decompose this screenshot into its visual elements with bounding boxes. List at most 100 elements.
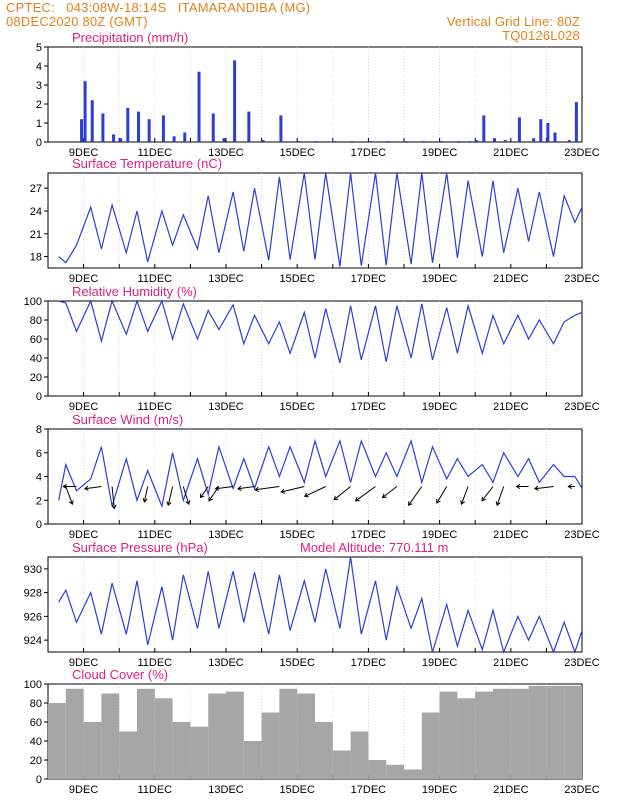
- wind-y-tick-label: 0: [36, 519, 42, 531]
- wind-arrow-shaft: [333, 486, 351, 501]
- wind-x-tick-label: 19DEC: [422, 529, 458, 541]
- vertical-grid-label: Vertical Grid Line: 80Z: [446, 14, 580, 29]
- wind-arrow-shaft: [111, 486, 115, 509]
- cloud-y-tick-label: 100: [24, 679, 42, 691]
- wind-arrow-shaft: [355, 486, 376, 502]
- cloud-bar: [493, 688, 511, 779]
- precip-y-tick-label: 4: [36, 61, 42, 73]
- humidity-y-tick-label: 80: [30, 315, 42, 327]
- humidity-x-tick-label: 19DEC: [422, 401, 458, 413]
- precip-bar: [404, 141, 407, 142]
- pressure-x-tick-label: 11DEC: [137, 657, 172, 669]
- precip-bar: [468, 141, 472, 142]
- humidity-frame: [47, 300, 583, 397]
- precip-bar: [539, 119, 543, 142]
- precip-bar: [517, 117, 521, 142]
- cloud-bar: [386, 764, 404, 779]
- wind-arrow-shaft: [408, 486, 423, 506]
- wind-arrow-shaft: [534, 486, 554, 490]
- wind-arrow-head: [303, 492, 309, 498]
- wind-x-tick-label: 15DEC: [279, 529, 315, 541]
- cloud-bar: [279, 688, 298, 779]
- cloud-bar: [119, 731, 137, 779]
- wind-arrow-head: [381, 493, 387, 499]
- wind-x-tick-label: 23DEC: [564, 529, 600, 541]
- cloud-bar: [208, 693, 226, 779]
- wind-arrow-head: [237, 485, 242, 491]
- pressure-x-tick-label: 9DEC: [69, 657, 98, 669]
- humidity-y-tick-label: 0: [36, 391, 42, 403]
- precip-bar: [297, 141, 301, 142]
- humidity-x-tick-label: 23DEC: [564, 401, 600, 413]
- cloud-bar: [137, 688, 155, 779]
- precip-x-tick-label: 17DEC: [351, 147, 387, 159]
- wind-arrow-shaft: [255, 486, 280, 491]
- cloud-bar: [48, 703, 66, 779]
- temp-frame: [47, 172, 583, 269]
- cloud-title: Cloud Cover (%): [72, 667, 168, 682]
- precip-x-tick-label: 19DEC: [422, 147, 458, 159]
- precip-bar: [279, 115, 283, 142]
- humidity-x-tick-label: 11DEC: [137, 401, 172, 413]
- precip-x-tick-label: 15DEC: [279, 147, 315, 159]
- station-header: CPTEC: 043:08W-18:14S ITAMARANDIBA (MG): [6, 0, 311, 15]
- wind-arrow-shaft: [496, 486, 505, 506]
- humidity-x-tick-label: 13DEC: [208, 401, 244, 413]
- temp-title: Surface Temperature (nC): [72, 156, 222, 171]
- precip-bar: [386, 141, 390, 142]
- date-header: 08DEC2020 80Z (GMT): [6, 14, 148, 29]
- wind-arrow-head: [214, 485, 220, 491]
- wind-title: Surface Wind (m/s): [72, 412, 183, 427]
- precip-bar: [126, 107, 130, 142]
- precip-y-tick-label: 3: [36, 80, 42, 92]
- wind-arrow-shaft: [281, 486, 305, 493]
- humidity-x-tick-label: 17DEC: [351, 401, 387, 413]
- wind-arrow-shaft: [65, 486, 73, 505]
- cloud-bar: [475, 691, 493, 779]
- cloud-y-tick-label: 80: [30, 698, 42, 710]
- temp-x-tick-label: 15DEC: [279, 273, 315, 285]
- wind-arrow-head: [436, 498, 441, 504]
- humidity-y-tick-label: 20: [30, 372, 42, 384]
- precip-bar: [532, 138, 536, 142]
- wind-arrow-head: [333, 495, 339, 501]
- temp-y-tick-label: 27: [30, 183, 42, 195]
- precip-bar: [439, 141, 443, 142]
- cloud-bar: [332, 750, 351, 779]
- precip-x-tick-label: 11DEC: [137, 147, 172, 159]
- wind-arrow-shaft: [143, 486, 149, 503]
- precip-bar: [567, 140, 571, 142]
- precip-bar: [211, 113, 215, 142]
- precip-x-tick-label: 23DEC: [564, 147, 600, 159]
- wind-arrow-head: [62, 483, 67, 490]
- wind-y-tick-label: 8: [36, 424, 42, 436]
- cloud-x-tick-label: 21DEC: [493, 784, 529, 796]
- humidity-x-tick-label: 15DEC: [279, 401, 315, 413]
- precip-bar: [503, 140, 507, 142]
- wind-arrow-head: [254, 486, 260, 492]
- temp-y-tick-label: 18: [30, 252, 42, 264]
- pressure-y-tick-label: 928: [24, 588, 42, 600]
- cloud-x-tick-label: 23DEC: [564, 784, 600, 796]
- cloud-y-tick-label: 60: [30, 717, 42, 729]
- cloud-bar: [315, 722, 333, 779]
- precip-bar: [137, 111, 140, 142]
- cloud-x-tick-label: 9DEC: [69, 784, 98, 796]
- precip-bar: [553, 132, 557, 142]
- temp-y-tick-label: 21: [30, 229, 42, 241]
- wind-arrow-shaft: [481, 486, 494, 502]
- precip-bar: [261, 140, 265, 142]
- pressure-x-tick-label: 23DEC: [564, 657, 600, 669]
- humidity-series-line: [58, 299, 583, 363]
- wind-arrow-shaft: [167, 486, 174, 506]
- precip-bar: [332, 141, 336, 142]
- pressure-x-tick-label: 19DEC: [422, 657, 458, 669]
- precip-bar: [161, 115, 165, 142]
- precip-bar: [172, 136, 176, 142]
- wind-y-tick-label: 4: [36, 472, 42, 484]
- wind-arrow-head: [354, 496, 360, 502]
- wind-arrow-head: [460, 500, 466, 505]
- precip-bar: [247, 111, 251, 142]
- wind-arrow-head: [83, 485, 89, 491]
